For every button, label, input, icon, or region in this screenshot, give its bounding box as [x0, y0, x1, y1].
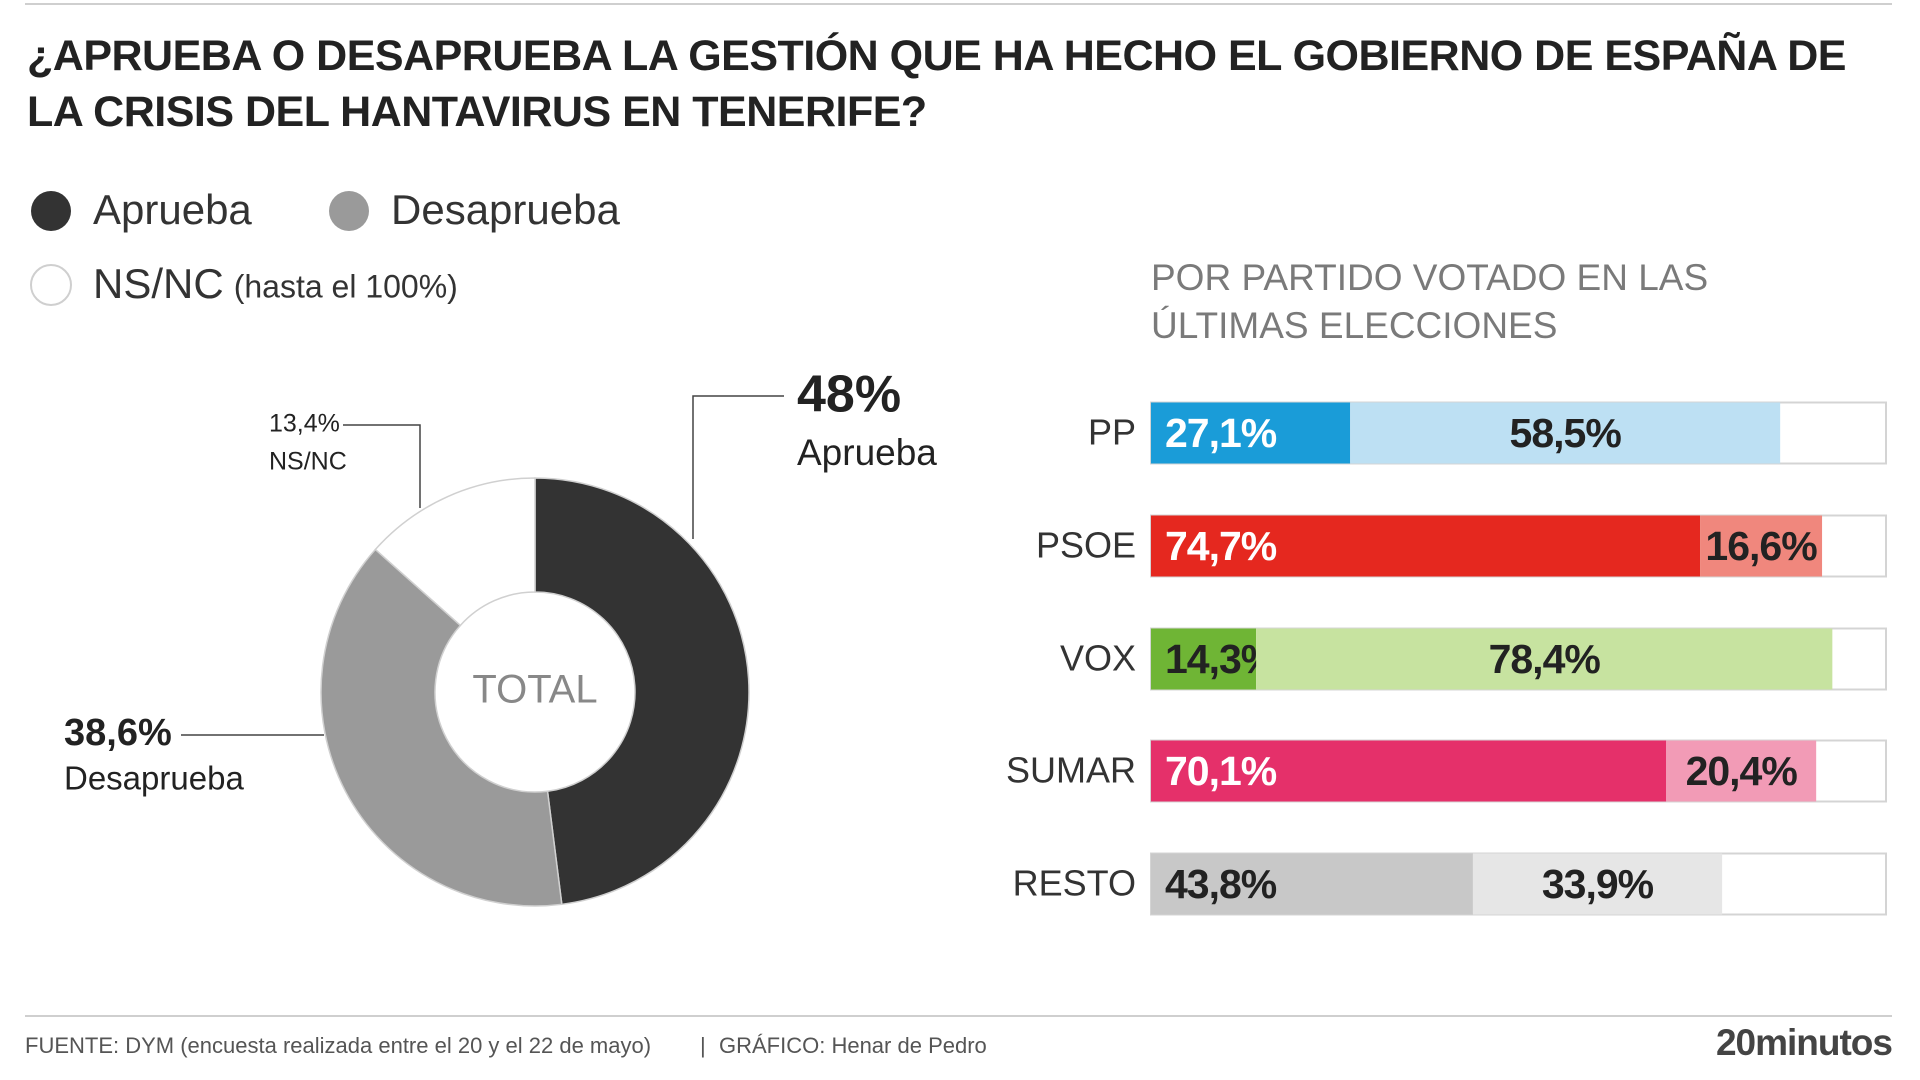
- leader-line: [692, 395, 784, 539]
- footer-credit: GRÁFICO: Henar de Pedro: [719, 1033, 987, 1058]
- footer-separator: |: [700, 1033, 706, 1058]
- legend-label: Desaprueba: [391, 186, 620, 233]
- legend-label: NS/NC: [93, 260, 224, 307]
- legend-swatch: [31, 191, 71, 231]
- value-label: 78,4%: [1489, 636, 1601, 682]
- value-label: 13,4%: [269, 410, 340, 438]
- category-label: SUMAR: [1006, 750, 1136, 791]
- value-label: 33,9%: [1542, 861, 1654, 907]
- value-label: 70,1%: [1165, 748, 1277, 794]
- value-label: 58,5%: [1510, 410, 1622, 456]
- category-label: RESTO: [1013, 863, 1136, 904]
- legend-swatch: [30, 264, 72, 306]
- bar-segment: [1151, 853, 1473, 915]
- bar-segment: [1350, 402, 1781, 464]
- bar-segment: [1666, 740, 1817, 802]
- footer-source: FUENTE: DYM (encuesta realizada entre el…: [25, 1033, 651, 1058]
- subtitle: POR PARTIDO VOTADO EN LAS ÚLTIMAS ELECCI…: [1151, 257, 1709, 346]
- bar-segment: [1700, 515, 1823, 577]
- category-label: PP: [1088, 412, 1136, 453]
- value-label: 74,7%: [1165, 523, 1277, 569]
- title: ¿APRUEBA O DESAPRUEBA LA GESTIÓN QUE HA …: [27, 32, 1846, 136]
- category-label: Desaprueba: [64, 760, 244, 797]
- value-label: 38,6%: [64, 712, 172, 754]
- legend-note: (hasta el 100%): [234, 268, 458, 304]
- bar-segment: [1256, 628, 1833, 690]
- donut-segment: [374, 477, 536, 627]
- category-label: PSOE: [1036, 525, 1136, 566]
- category-label: Aprueba: [797, 432, 937, 473]
- bar-segment: [1151, 402, 1351, 464]
- donut-segment: [534, 477, 750, 906]
- value-label: 20,4%: [1686, 748, 1798, 794]
- value-label: 48%: [797, 366, 901, 424]
- category-label: VOX: [1060, 638, 1136, 679]
- donut-segment: [320, 548, 563, 907]
- value-label: 27,1%: [1165, 410, 1277, 456]
- bar-segment: [1472, 853, 1723, 915]
- legend-label: Aprueba: [93, 186, 252, 233]
- leader-line: [343, 424, 421, 508]
- value-label: 43,8%: [1165, 861, 1277, 907]
- value-label: 16,6%: [1705, 523, 1817, 569]
- bar-segment: [1151, 628, 1257, 690]
- center-label: TOTAL: [472, 668, 597, 712]
- category-label: NS/NC: [269, 448, 347, 476]
- logo: 20minutos: [1716, 1022, 1892, 1063]
- legend-swatch: [329, 191, 369, 231]
- bar-segment: [1151, 740, 1667, 802]
- bar-segment: [1151, 515, 1701, 577]
